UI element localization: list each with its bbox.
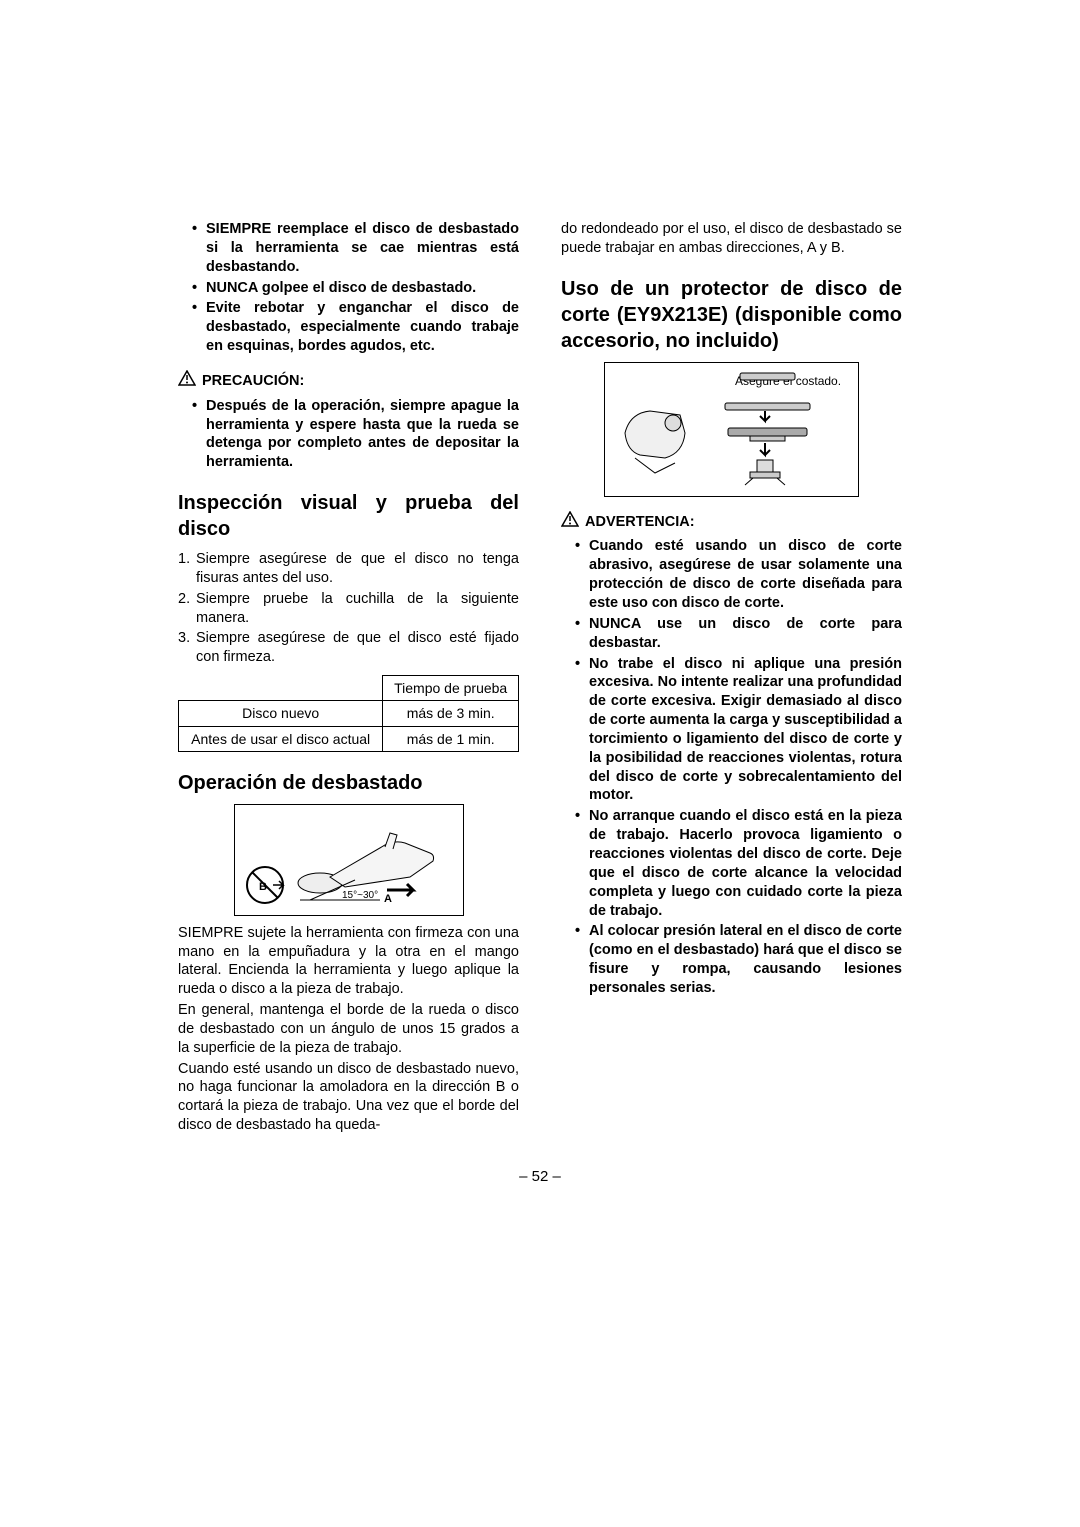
numbered-item: 2.Siempre pruebe la cuchilla de la sigui… — [196, 590, 519, 628]
bullet-item: NUNCA use un disco de corte para desbast… — [589, 615, 902, 653]
operation-paragraph: En general, mantenga el borde de la rued… — [178, 1001, 519, 1058]
precaucion-label: PRECAUCIÓN: — [202, 372, 304, 391]
operation-paragraph: SIEMPRE sujete la herramienta con firmez… — [178, 924, 519, 999]
inspection-title: Inspección visual y prueba del disco — [178, 490, 519, 542]
operation-title: Operación de desbastado — [178, 770, 519, 796]
advertencia-label: ADVERTENCIA: — [585, 513, 695, 532]
bullet-item: Al colocar presión lateral en el disco d… — [589, 922, 902, 997]
bullet-item: No trabe el disco ni aplique una presión… — [589, 655, 902, 806]
table-cell — [179, 676, 383, 701]
warning-bullets-top: SIEMPRE reemplace el disco de desbastado… — [178, 220, 519, 356]
bullet-item: No arranque cuando el disco está en la p… — [589, 807, 902, 920]
table-row: Antes de usar el disco actual más de 1 m… — [179, 726, 519, 751]
precaucion-list: Después de la operación, siempre apague … — [178, 397, 519, 472]
advertencia-heading: ADVERTENCIA: — [561, 511, 902, 534]
guard-diagram: Asegure el costado. — [604, 362, 859, 497]
guard-usage-title: Uso de un protector de disco de corte (E… — [561, 276, 902, 354]
numbered-item: 1.Siempre asegúrese de que el disco no t… — [196, 550, 519, 588]
table-cell: Tiempo de prueba — [383, 676, 519, 701]
test-time-table: Tiempo de prueba Disco nuevo más de 3 mi… — [178, 675, 519, 752]
inspection-list: 1.Siempre asegúrese de que el disco no t… — [178, 550, 519, 667]
bullet-item: SIEMPRE reemplace el disco de desbastado… — [206, 220, 519, 277]
bullet-item: Evite rebotar y enganchar el disco de de… — [206, 299, 519, 356]
advertencia-list: Cuando esté usando un disco de corte abr… — [561, 537, 902, 997]
table-cell: Disco nuevo — [179, 701, 383, 726]
table-cell: Antes de usar el disco actual — [179, 726, 383, 751]
table-cell: más de 3 min. — [383, 701, 519, 726]
page-number: – 52 – — [178, 1167, 902, 1187]
operation-paragraph: Cuando esté usando un disco de desbastad… — [178, 1060, 519, 1135]
direction-a-label: A — [384, 893, 392, 905]
numbered-item: 3.Siempre asegúrese de que el disco esté… — [196, 629, 519, 667]
grinder-angle-diagram: B 15°~30° A — [234, 804, 464, 916]
table-row: Tiempo de prueba — [179, 676, 519, 701]
bullet-item: NUNCA golpee el disco de desbastado. — [206, 279, 519, 298]
table-cell: más de 1 min. — [383, 726, 519, 751]
warning-triangle-icon — [178, 370, 196, 393]
numbered-text: Siempre pruebe la cuchilla de la siguien… — [196, 591, 519, 626]
left-column: SIEMPRE reemplace el disco de desbastado… — [178, 220, 519, 1137]
table-row: Disco nuevo más de 3 min. — [179, 701, 519, 726]
angle-label: 15°~30° — [342, 890, 378, 901]
numbered-text: Siempre asegúrese de que el disco no ten… — [196, 551, 519, 586]
bullet-item: Cuando esté usando un disco de corte abr… — [589, 537, 902, 612]
bullet-item: Después de la operación, siempre apague … — [206, 397, 519, 472]
precaucion-heading: PRECAUCIÓN: — [178, 370, 519, 393]
right-column: do redondeado por el uso, el disco de de… — [561, 220, 902, 1137]
warning-triangle-icon — [561, 511, 579, 534]
numbered-text: Siempre asegúrese de que el disco esté f… — [196, 630, 519, 665]
continuation-text: do redondeado por el uso, el disco de de… — [561, 220, 902, 258]
